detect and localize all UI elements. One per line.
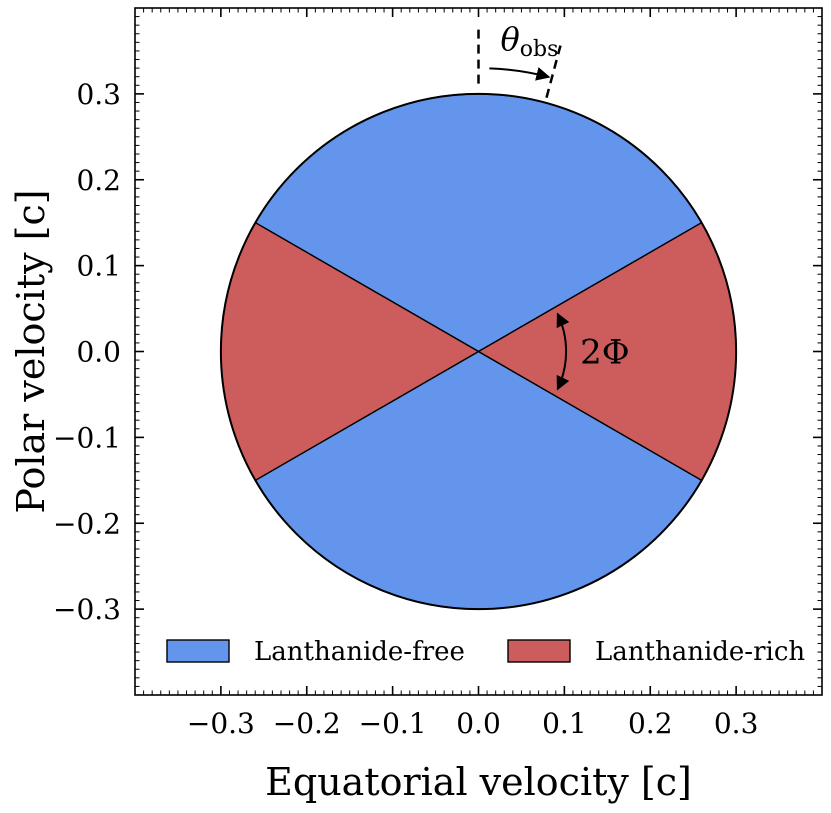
viewing-angle-symbol: θ	[501, 20, 520, 58]
legend-label-lanthanide-rich: Lanthanide-rich	[595, 637, 805, 667]
x-tick-labels: −0.3 −0.2 −0.1 0.0 0.1 0.2 0.3	[187, 707, 759, 740]
y-tick-label: 0.0	[76, 336, 121, 369]
y-tick-label: 0.3	[76, 78, 121, 111]
legend: Lanthanide-free Lanthanide-rich	[166, 637, 805, 667]
x-tick-label: −0.2	[273, 707, 341, 740]
opening-angle-label: 2Φ	[580, 333, 630, 373]
annotations: θobs 2Φ	[477, 20, 630, 391]
ejecta-outline	[219, 92, 738, 611]
opening-angle-arrow	[556, 312, 570, 391]
x-tick-label: 0.0	[456, 707, 501, 740]
y-tick-label: −0.1	[53, 421, 121, 454]
y-tick-label: 0.2	[76, 164, 121, 197]
viewing-angle-arrow	[489, 67, 551, 81]
y-tick-label: 0.1	[76, 250, 121, 283]
x-tick-label: 0.2	[628, 707, 673, 740]
x-tick-label: −0.1	[359, 707, 427, 740]
axis-ticks	[135, 8, 822, 695]
viewing-angle-subscript: obs	[520, 37, 559, 62]
x-axis-label: Equatorial velocity [c]	[265, 760, 692, 804]
x-tick-label: −0.3	[187, 707, 255, 740]
x-tick-label: 0.3	[714, 707, 759, 740]
x-tick-label: 0.1	[542, 707, 587, 740]
legend-swatch-lanthanide-free	[166, 639, 230, 663]
legend-label-lanthanide-free: Lanthanide-free	[254, 637, 465, 667]
y-tick-label: −0.2	[53, 507, 121, 540]
viewing-angle-label: θobs	[501, 20, 559, 62]
ejecta-sectors	[220, 93, 737, 610]
y-tick-label: −0.3	[53, 593, 121, 626]
y-axis-label: Polar velocity [c]	[9, 189, 53, 513]
legend-swatch-lanthanide-rich	[507, 639, 571, 663]
observer-direction-dashed-line	[545, 40, 564, 98]
y-tick-labels: −0.3 −0.2 −0.1 0.0 0.1 0.2 0.3	[53, 78, 121, 626]
